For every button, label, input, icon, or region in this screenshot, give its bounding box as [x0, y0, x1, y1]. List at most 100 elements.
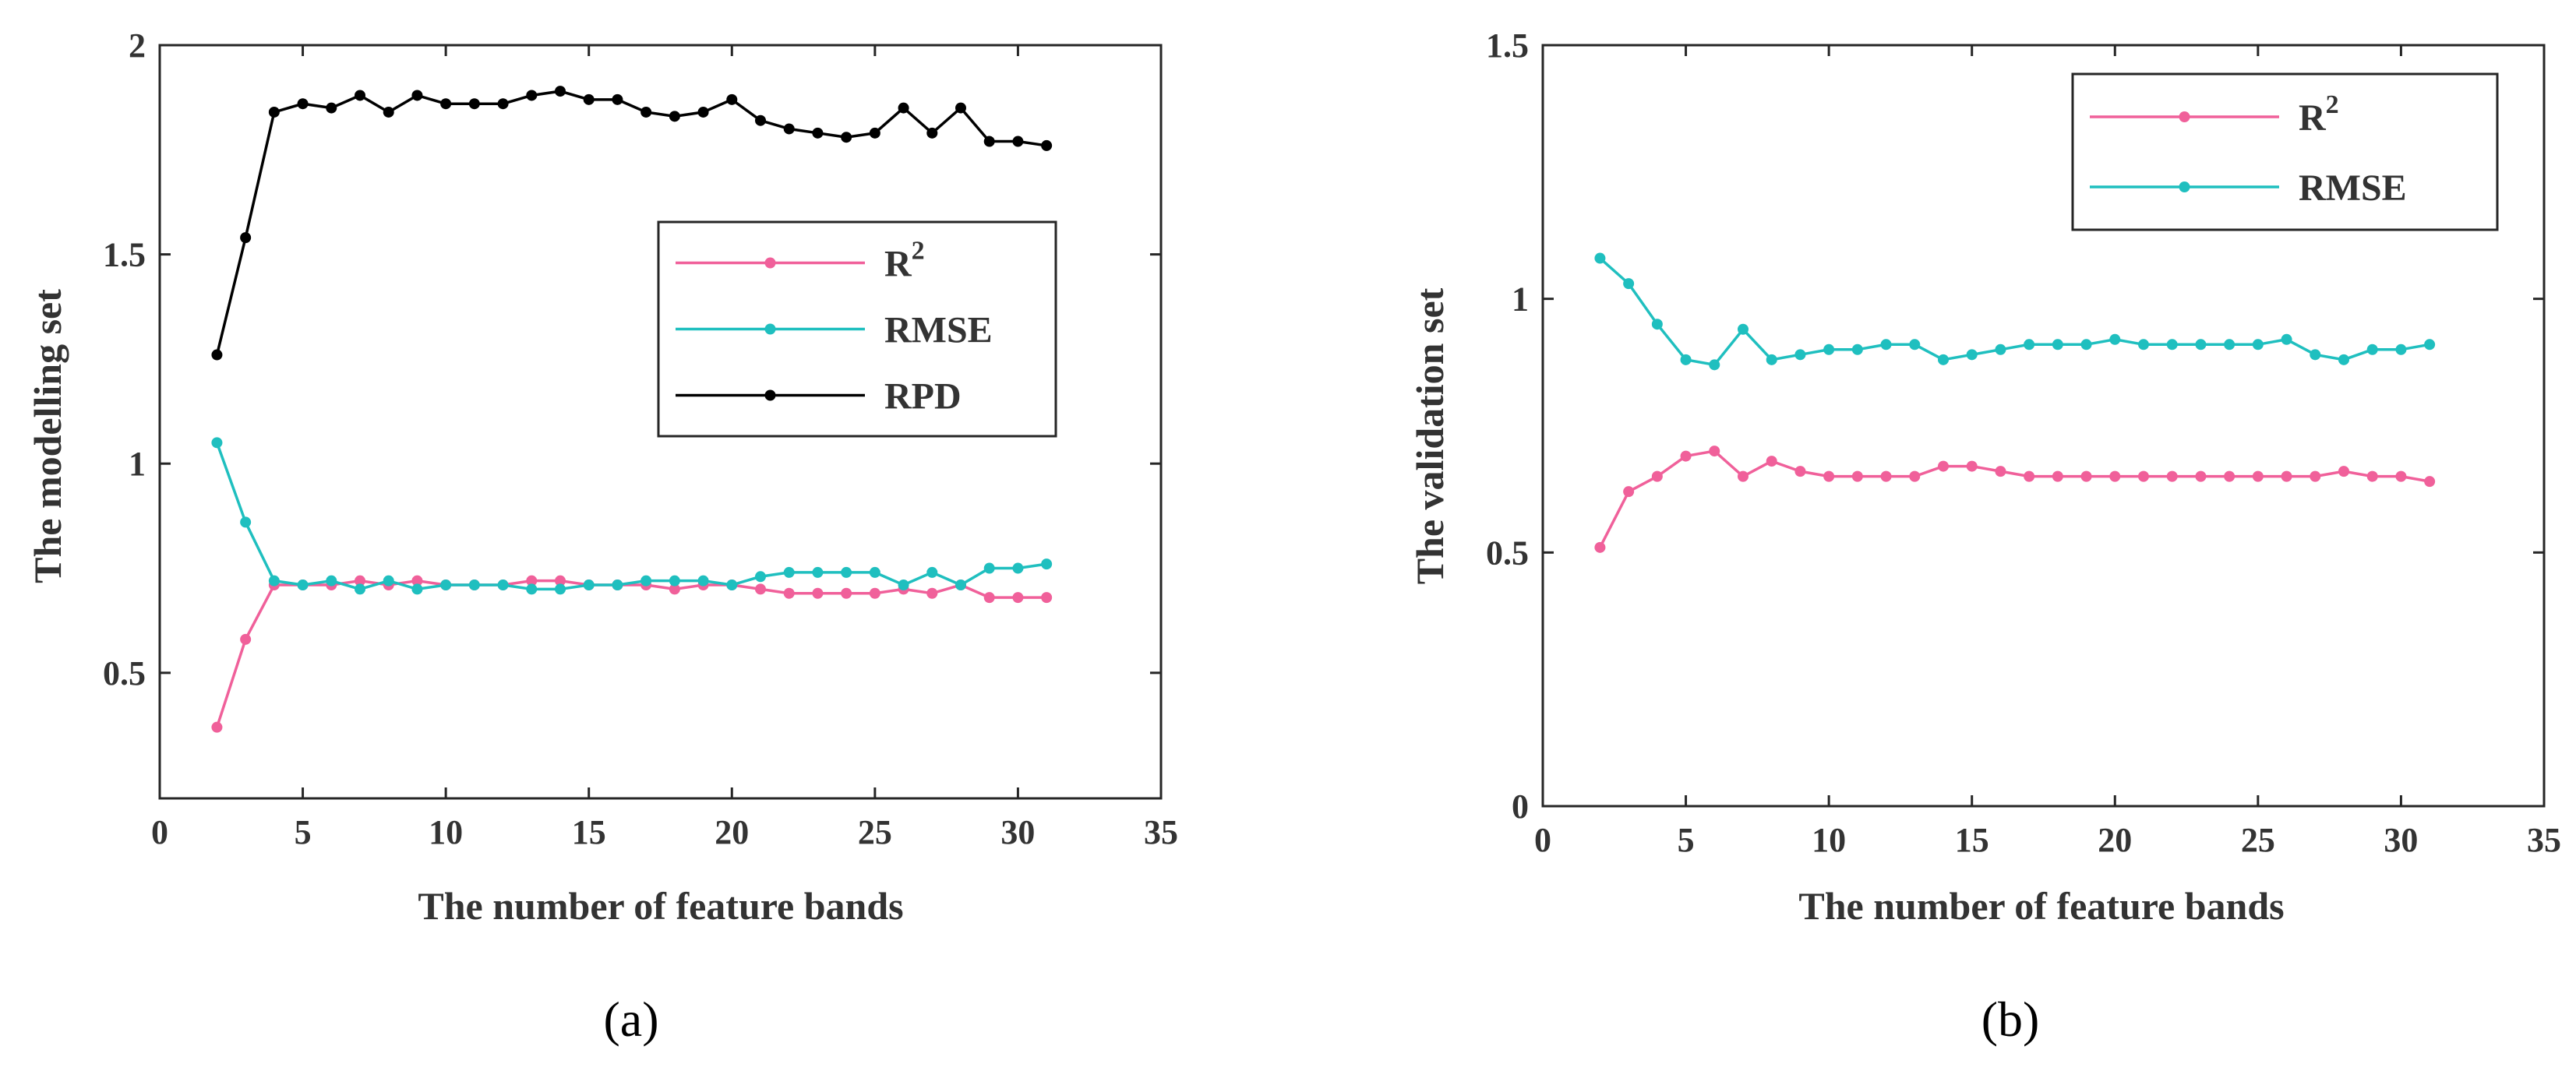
- data-point: [841, 587, 852, 599]
- data-point: [526, 90, 538, 101]
- legend-marker: [2179, 111, 2190, 122]
- data-point: [812, 566, 824, 578]
- x-axis-label: The number of feature bands: [418, 884, 903, 928]
- x-tick-label: 15: [572, 813, 606, 851]
- data-point: [411, 575, 423, 587]
- data-point: [1738, 470, 1749, 482]
- data-point: [383, 106, 394, 118]
- data-point: [1594, 541, 1606, 553]
- data-point: [440, 98, 452, 110]
- data-point: [526, 583, 538, 595]
- panel-label: (b): [1981, 992, 2040, 1047]
- data-point: [2310, 349, 2321, 361]
- data-point: [1938, 354, 1949, 365]
- data-point: [1938, 460, 1949, 472]
- legend-label: R2: [2299, 90, 2339, 139]
- legend-label: RPD: [884, 376, 962, 417]
- data-point: [1709, 359, 1720, 371]
- x-tick-label: 30: [2384, 821, 2418, 859]
- data-point: [726, 579, 738, 591]
- chart-panel-b: The validation set The number of feature…: [1408, 26, 2561, 1047]
- x-tick-label: 5: [1678, 821, 1695, 859]
- data-point: [926, 587, 938, 599]
- data-point: [1041, 592, 1053, 604]
- data-point: [1041, 139, 1053, 151]
- data-point: [640, 575, 652, 587]
- data-point: [898, 579, 909, 591]
- data-point: [669, 111, 680, 122]
- plot-area: [1541, 44, 2546, 808]
- data-point: [2138, 470, 2149, 482]
- legend: R2 RMSE: [2071, 72, 2499, 231]
- data-point: [583, 579, 595, 591]
- data-point: [2224, 339, 2235, 351]
- data-point: [2224, 470, 2235, 482]
- y-tick-label: 2: [129, 26, 146, 65]
- x-tick-label: 25: [858, 813, 892, 851]
- data-point: [669, 583, 680, 595]
- x-tick-label: 30: [1000, 813, 1035, 851]
- data-point: [755, 571, 766, 583]
- data-point: [1851, 470, 1863, 482]
- y-tick-label: 1.5: [103, 236, 146, 274]
- data-point: [2166, 470, 2178, 482]
- legend-marker: [764, 323, 776, 335]
- data-point: [1909, 470, 1921, 482]
- data-point: [555, 86, 566, 97]
- data-point: [983, 136, 995, 147]
- y-tick-label: 0: [1512, 787, 1529, 826]
- data-point: [812, 587, 824, 599]
- y-tick-label: 0.5: [1486, 534, 1529, 572]
- y-tick-label: 0.5: [103, 654, 146, 692]
- data-point: [697, 106, 709, 118]
- legend-series-name: R: [2299, 97, 2327, 139]
- x-tick-label: 15: [1955, 821, 1989, 859]
- data-point: [1623, 278, 1635, 290]
- legend-series-name: R: [884, 244, 912, 285]
- data-point: [2080, 470, 2092, 482]
- data-point: [2109, 470, 2121, 482]
- legend-label: RMSE: [2299, 167, 2407, 209]
- data-point: [2052, 470, 2063, 482]
- legend-superscript: 2: [912, 237, 925, 266]
- y-tick-label: 1.5: [1486, 26, 1529, 65]
- data-point: [355, 575, 365, 587]
- data-point: [240, 232, 252, 244]
- series-line-rmse: [215, 442, 1047, 591]
- data-point: [812, 127, 824, 139]
- data-point: [1766, 456, 1777, 467]
- data-point: [1651, 470, 1663, 482]
- x-tick-label: 0: [151, 813, 168, 851]
- data-point: [1995, 343, 2006, 355]
- x-tick-label: 35: [1144, 813, 1178, 851]
- data-point: [2395, 470, 2407, 482]
- legend-superscript: 2: [2326, 90, 2339, 119]
- data-point: [2080, 339, 2092, 351]
- data-point: [268, 575, 280, 587]
- chart-panel-a: The modelling set The number of feature …: [26, 26, 1178, 1047]
- y-tick-label: 1: [129, 445, 146, 483]
- data-point: [697, 575, 709, 587]
- data-point: [2252, 339, 2264, 351]
- data-point: [497, 98, 509, 110]
- data-point: [497, 579, 509, 591]
- data-point: [640, 106, 652, 118]
- data-point: [926, 566, 938, 578]
- panel-label: (a): [603, 992, 658, 1047]
- data-point: [2366, 343, 2378, 355]
- x-tick-label: 0: [1534, 821, 1551, 859]
- x-tick-label: 20: [2098, 821, 2132, 859]
- data-point: [755, 114, 766, 126]
- data-point: [411, 583, 423, 595]
- data-point: [355, 583, 365, 595]
- data-point: [2024, 339, 2035, 351]
- data-point: [211, 721, 223, 733]
- data-point: [2310, 470, 2321, 482]
- data-point: [1680, 450, 1692, 462]
- data-point: [612, 93, 623, 105]
- data-point: [898, 102, 909, 114]
- plot-area: [158, 44, 1163, 800]
- data-point: [2338, 466, 2349, 477]
- data-point: [1794, 349, 1806, 361]
